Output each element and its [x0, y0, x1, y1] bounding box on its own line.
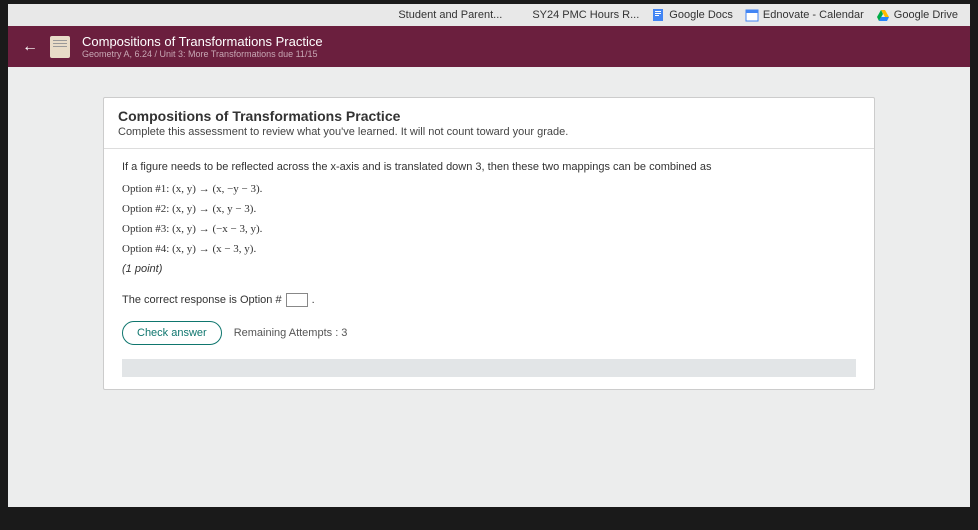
gdrive-icon — [876, 8, 890, 22]
bookmarks-bar: Student and Parent... SY24 PMC Hours R..… — [8, 4, 970, 26]
response-row: The correct response is Option # . — [122, 293, 856, 307]
remaining-attempts: Remaining Attempts : 3 — [234, 327, 348, 339]
page-body: Compositions of Transformations Practice… — [8, 67, 970, 507]
bookmark-sy24[interactable]: SY24 PMC Hours R... — [514, 8, 639, 22]
bookmark-gdrive[interactable]: Google Drive — [876, 8, 958, 22]
bookmark-ednovate[interactable]: Ednovate - Calendar — [745, 8, 864, 22]
check-answer-button[interactable]: Check answer — [122, 321, 222, 345]
option-2: Option #2: (x, y) → (x, y − 3). — [122, 203, 856, 215]
bookmark-label: Google Docs — [669, 9, 733, 21]
gdocs-icon — [651, 8, 665, 22]
bookmark-student[interactable]: Student and Parent... — [380, 8, 502, 22]
assignment-banner: ← Compositions of Transformations Practi… — [8, 26, 970, 67]
option-4: Option #4: (x, y) → (x − 3, y). — [122, 243, 856, 255]
bookmark-icon — [380, 8, 394, 22]
response-label: The correct response is Option # — [122, 294, 282, 306]
card-title: Compositions of Transformations Practice — [118, 108, 860, 124]
question-card: Compositions of Transformations Practice… — [103, 97, 875, 390]
points-label: (1 point) — [122, 263, 856, 275]
footer-bar — [122, 359, 856, 377]
bookmark-gdocs[interactable]: Google Docs — [651, 8, 733, 22]
option-1: Option #1: (x, y) → (x, −y − 3). — [122, 183, 856, 195]
bookmark-label: Google Drive — [894, 9, 958, 21]
card-body: If a figure needs to be reflected across… — [104, 149, 874, 389]
back-button[interactable]: ← — [22, 38, 38, 56]
card-header: Compositions of Transformations Practice… — [104, 98, 874, 149]
question-text: If a figure needs to be reflected across… — [122, 161, 856, 173]
bookmark-label: Ednovate - Calendar — [763, 9, 864, 21]
screen: Student and Parent... SY24 PMC Hours R..… — [0, 0, 978, 530]
calendar-icon — [745, 8, 759, 22]
bookmark-icon — [514, 8, 528, 22]
banner-title: Compositions of Transformations Practice — [82, 34, 323, 49]
document-icon — [50, 36, 70, 58]
card-subtitle: Complete this assessment to review what … — [118, 126, 860, 138]
bookmark-label: Student and Parent... — [398, 9, 502, 21]
action-row: Check answer Remaining Attempts : 3 — [122, 321, 856, 345]
bookmark-label: SY24 PMC Hours R... — [532, 9, 639, 21]
answer-input[interactable] — [286, 293, 308, 307]
banner-subtitle: Geometry A, 6.24 / Unit 3: More Transfor… — [82, 49, 323, 59]
option-3: Option #3: (x, y) → (−x − 3, y). — [122, 223, 856, 235]
banner-text: Compositions of Transformations Practice… — [82, 34, 323, 59]
